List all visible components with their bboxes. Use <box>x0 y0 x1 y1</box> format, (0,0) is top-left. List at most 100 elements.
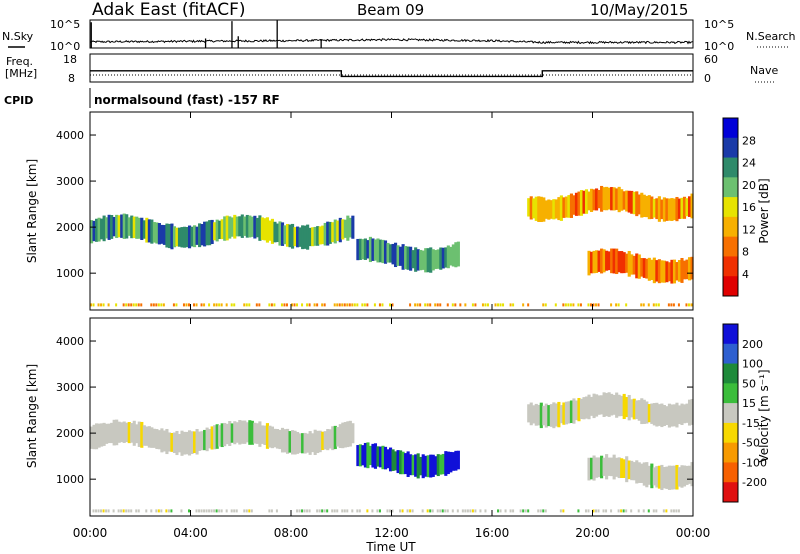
velocity-yticks: 4000 3000 2000 1000 <box>56 335 693 486</box>
heatmap-cell <box>243 303 246 307</box>
heatmap-cell <box>142 220 146 239</box>
noise-frame <box>89 19 694 49</box>
heatmap-cell <box>602 187 606 211</box>
heatmap-cell <box>552 199 556 220</box>
heatmap-cell <box>579 398 584 419</box>
heatmap-cell <box>140 421 144 448</box>
heatmap-cell <box>190 431 194 454</box>
heatmap-cell <box>544 303 547 307</box>
heatmap-cell <box>195 303 198 307</box>
cbar-swatch <box>723 157 738 178</box>
x-tick-label: 00:00 <box>73 526 108 540</box>
x-tick-label: 20:00 <box>575 526 610 540</box>
heatmap-cell <box>223 216 227 241</box>
heatmap-cell <box>399 509 402 513</box>
heatmap-cell <box>187 430 192 456</box>
heatmap-cell <box>378 303 381 307</box>
heatmap-cell <box>177 227 182 247</box>
heatmap-cell <box>549 200 553 219</box>
heatmap-cell <box>190 226 194 247</box>
heatmap-cell <box>409 246 413 271</box>
heatmap-cell <box>439 247 443 270</box>
heatmap-cell <box>185 303 188 307</box>
heatmap-cell <box>328 429 332 449</box>
heatmap-cell <box>391 509 394 513</box>
heatmap-cell <box>577 509 580 513</box>
heatmap-cell <box>497 303 500 307</box>
heatmap-cell <box>607 187 611 210</box>
heatmap-cell <box>394 451 398 471</box>
heatmap-cell <box>341 509 344 513</box>
heatmap-cell <box>203 221 207 247</box>
heatmap-cell <box>677 303 680 307</box>
heatmap-cell <box>554 403 558 427</box>
heatmap-cell <box>421 454 425 479</box>
velocity-colorbar: 200 100 50 15 -15 -50 -100 -200 <box>722 323 767 503</box>
heatmap-cell <box>125 214 129 239</box>
heatmap-cell <box>280 303 283 307</box>
heatmap-cell <box>537 196 541 222</box>
heatmap-cell <box>275 429 280 449</box>
heatmap-cell <box>308 431 312 455</box>
heatmap-cell <box>587 303 590 307</box>
heatmap-cell <box>117 509 120 513</box>
heatmap-cell <box>615 188 619 210</box>
heatmap-cell <box>625 190 629 212</box>
heatmap-cell <box>675 402 679 428</box>
heatmap-cell <box>326 429 330 451</box>
heatmap-cell <box>270 509 273 513</box>
heatmap-cell <box>597 250 601 272</box>
heatmap-cell <box>373 303 376 307</box>
heatmap-cell <box>672 404 677 427</box>
heatmap-cell <box>185 226 189 248</box>
cbar-swatch <box>723 482 738 503</box>
heatmap-cell <box>534 196 538 221</box>
heatmap-cell <box>557 401 561 428</box>
heatmap-cell <box>429 303 432 307</box>
heatmap-cell <box>125 303 128 307</box>
heatmap-cell <box>677 198 682 219</box>
heatmap-cell <box>404 246 408 270</box>
heatmap-cell <box>630 254 634 275</box>
heatmap-cell <box>356 238 360 261</box>
heatmap-cell <box>579 303 582 307</box>
heatmap-cell <box>680 197 684 219</box>
heatmap-cell <box>165 428 169 455</box>
heatmap-cell <box>117 215 121 238</box>
heatmap-cell <box>248 420 252 445</box>
x-tick-label: 04:00 <box>173 526 208 540</box>
heatmap-cell <box>378 509 381 513</box>
heatmap-cell <box>366 509 369 513</box>
heatmap-cell <box>595 457 599 478</box>
heatmap-cell <box>484 303 487 307</box>
heatmap-cell <box>637 462 641 483</box>
heatmap-cell <box>137 509 140 513</box>
heatmap-cell <box>97 509 100 513</box>
heatmap-cell <box>677 260 682 282</box>
heatmap-cell <box>446 451 450 475</box>
heatmap-cell <box>409 454 413 476</box>
heatmap-cell <box>102 215 106 242</box>
heatmap-cell <box>451 452 455 471</box>
heatmap-cell <box>285 303 288 307</box>
cbar-tick-label: -200 <box>742 476 767 489</box>
freq-label-line1: Freq. <box>6 55 33 68</box>
heatmap-cell <box>685 198 689 217</box>
heatmap-cell <box>92 424 96 450</box>
heatmap-cell <box>670 303 673 307</box>
heatmap-cell <box>637 400 641 421</box>
heatmap-cell <box>454 242 458 268</box>
heatmap-cell <box>524 509 527 513</box>
cbar-tick-label: 20 <box>742 179 756 192</box>
heatmap-cell <box>539 402 543 429</box>
heatmap-cell <box>341 422 345 449</box>
heatmap-cell <box>617 457 621 479</box>
heatmap-cell <box>509 303 512 307</box>
heatmap-cell <box>195 226 199 245</box>
power-data <box>90 185 694 307</box>
heatmap-cell <box>165 509 168 513</box>
heatmap-cell <box>308 509 311 513</box>
heatmap-cell <box>185 431 189 455</box>
nsearch-tick-bottom: 10^0 <box>704 40 734 53</box>
heatmap-cell <box>243 420 247 444</box>
